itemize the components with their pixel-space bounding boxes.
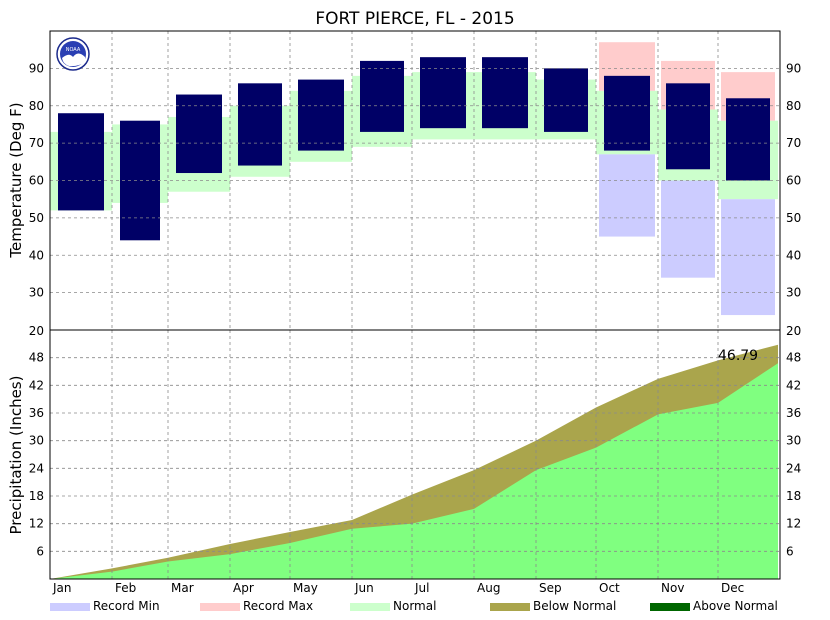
precipitation-y-ticks: 6 6 12 12 18 18 24 24 30 30 36 36 42 42 48 48 20 20	[29, 324, 802, 558]
month-label-sep: Sep	[539, 581, 562, 595]
precipitation-total-label: 46.79	[718, 348, 758, 364]
month-label-feb: Feb	[115, 581, 136, 595]
temp-y-tick-right: 40	[786, 248, 801, 262]
temp-y-tick-right: 90	[786, 61, 801, 75]
temp-y-tick-right: 30	[786, 286, 801, 300]
temp-y-tick-left: 80	[29, 99, 44, 113]
noaa-logo-gull	[62, 53, 85, 67]
actual-temp-bar-nov	[666, 83, 710, 170]
legend-label: Normal	[393, 599, 436, 613]
legend-label: Above Normal	[693, 599, 778, 613]
precip-y-tick-left: 42	[29, 378, 44, 392]
precip-y-tick-right: 36	[786, 406, 801, 420]
legend-label: Below Normal	[533, 599, 616, 613]
precip-y-tick-left: 12	[29, 517, 44, 531]
month-label-may: May	[293, 581, 318, 595]
temperature-y-axis-label: Temperature (Deg F)	[7, 102, 25, 258]
month-label-jan: Jan	[52, 581, 72, 595]
temp-y-tick-right: 80	[786, 99, 801, 113]
precip-y-top-tick-left: 20	[29, 324, 44, 338]
month-label-aug: Aug	[477, 581, 500, 595]
temperature-y-ticks: 30 30 40 40 50 50 60 60 70 70 80 80 90 90	[29, 61, 802, 299]
actual-temp-bar-jun	[360, 60, 404, 132]
month-label-dec: Dec	[721, 581, 744, 595]
legend-swatch	[200, 603, 240, 611]
precip-y-tick-right: 24	[786, 461, 801, 475]
actual-temp-bar-may	[298, 79, 344, 151]
precip-y-tick-left: 24	[29, 461, 44, 475]
record-min-bar-oct	[599, 154, 655, 237]
chart-legend: Record Min Record Max Normal Below Normal Ab…	[50, 599, 778, 613]
month-axis-labels: Jan Feb Mar Apr May Jun Jul Aug Sep Oct Nov Dec	[52, 581, 744, 595]
month-label-mar: Mar	[171, 581, 194, 595]
legend-label: Record Min	[93, 599, 160, 613]
actual-temp-bar-apr	[238, 83, 282, 166]
legend-label: Record Max	[243, 599, 313, 613]
actual-temp-bar-oct	[604, 75, 650, 151]
temp-y-tick-right: 50	[786, 211, 801, 225]
legend-swatch	[350, 603, 390, 611]
temp-y-tick-left: 90	[29, 61, 44, 75]
temp-y-tick-left: 70	[29, 136, 44, 150]
temp-y-tick-right: 60	[786, 174, 801, 188]
precip-y-tick-left: 48	[29, 351, 44, 365]
precip-y-tick-left: 30	[29, 434, 44, 448]
precip-y-tick-right: 6	[786, 544, 794, 558]
precipitation-actual-area	[50, 363, 778, 579]
month-label-oct: Oct	[599, 581, 620, 595]
temperature-panel: 30 30 40 40 50 50 60 60 70 70 80 80 90 90 Temperature…	[7, 31, 801, 330]
actual-temp-bar-jan	[58, 113, 104, 211]
actual-temp-bar-sep	[544, 68, 588, 132]
month-label-jun: Jun	[354, 581, 374, 595]
precipitation-panel: 6 6 12 12 18 18 24 24 30 30 36 36 42 42 48 48 20 20 Preci…	[7, 324, 801, 579]
month-label-apr: Apr	[233, 581, 254, 595]
precipitation-y-axis-label: Precipitation (Inches)	[7, 376, 25, 535]
actual-temp-bar-jul	[420, 57, 466, 129]
temp-y-tick-left: 60	[29, 174, 44, 188]
precip-y-top-tick-right: 20	[786, 324, 801, 338]
temperature-actual-bars	[58, 57, 770, 241]
month-label-nov: Nov	[661, 581, 684, 595]
precip-y-tick-right: 48	[786, 351, 801, 365]
temp-y-tick-right: 70	[786, 136, 801, 150]
legend-swatch	[650, 603, 690, 611]
precip-y-tick-right: 12	[786, 517, 801, 531]
precip-y-tick-right: 30	[786, 434, 801, 448]
temp-y-tick-left: 40	[29, 248, 44, 262]
noaa-logo-text: NOAA	[66, 47, 81, 53]
noaa-logo: NOAA	[56, 37, 90, 71]
record-min-bar-dec	[721, 199, 775, 316]
precip-y-tick-right: 42	[786, 378, 801, 392]
precip-y-tick-left: 36	[29, 406, 44, 420]
actual-temp-bar-dec	[726, 98, 770, 181]
legend-swatch	[490, 603, 530, 611]
actual-temp-bar-aug	[482, 57, 528, 129]
temperature-gridlines	[50, 31, 780, 330]
temp-y-tick-left: 50	[29, 211, 44, 225]
temp-y-tick-left: 30	[29, 286, 44, 300]
precip-y-tick-left: 18	[29, 489, 44, 503]
actual-temp-bar-mar	[176, 94, 222, 174]
record-min-bar-nov	[661, 180, 715, 278]
chart-title: FORT PIERCE, FL - 2015	[315, 9, 514, 29]
precip-y-tick-left: 6	[36, 544, 44, 558]
precipitation-gridlines	[50, 330, 780, 579]
precipitation-panel-frame	[49, 329, 781, 580]
month-label-jul: Jul	[414, 581, 429, 595]
legend-swatch	[50, 603, 90, 611]
precip-y-tick-right: 18	[786, 489, 801, 503]
